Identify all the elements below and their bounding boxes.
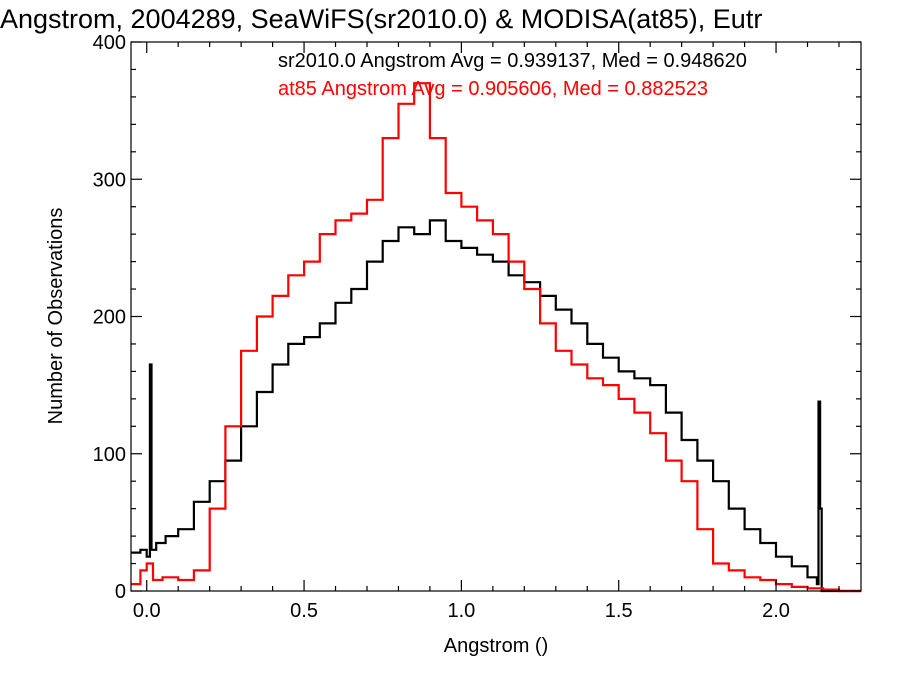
axis-ticks: 0.0 0.5 1.0 1.5 2.0 0 100 200 300 400 <box>93 32 861 622</box>
plot-area <box>131 82 861 593</box>
y-tick-label: 100 <box>93 444 126 466</box>
x-tick-label: 1.0 <box>447 600 475 622</box>
y-tick-label: 200 <box>93 307 126 329</box>
y-tick-label: 400 <box>93 32 126 54</box>
x-tick-label: 2.0 <box>762 600 790 622</box>
annotation-sr2010: sr2010.0 Angstrom Avg = 0.939137, Med = … <box>278 50 747 72</box>
series-line-1 <box>131 82 861 593</box>
x-axis-label: Angstrom () <box>444 635 548 657</box>
x-tick-label: 0.0 <box>133 600 161 622</box>
annotation-at85: at85 Angstrom Avg = 0.905606, Med = 0.88… <box>278 78 708 100</box>
x-tick-label: 1.5 <box>605 600 633 622</box>
x-tick-label: 0.5 <box>290 600 318 622</box>
y-axis-label: Number of Observations <box>45 208 67 425</box>
y-tick-label: 300 <box>93 169 126 191</box>
chart-title: Angstrom, 2004289, SeaWiFS(sr2010.0) & M… <box>0 4 762 34</box>
plot-frame <box>130 41 862 592</box>
series-line-0 <box>131 219 861 593</box>
y-tick-label: 0 <box>115 581 126 603</box>
